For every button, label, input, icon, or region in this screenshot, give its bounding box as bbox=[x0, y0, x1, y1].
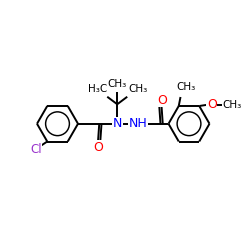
Text: N: N bbox=[112, 117, 122, 130]
Text: O: O bbox=[93, 141, 103, 154]
Text: Cl: Cl bbox=[30, 142, 42, 156]
Text: CH₃: CH₃ bbox=[176, 82, 195, 92]
Text: CH₃: CH₃ bbox=[222, 100, 242, 110]
Text: O: O bbox=[157, 94, 167, 107]
Text: O: O bbox=[207, 98, 217, 111]
Text: NH: NH bbox=[128, 117, 147, 130]
Text: CH₃: CH₃ bbox=[128, 84, 148, 94]
Text: CH₃: CH₃ bbox=[108, 79, 127, 89]
Text: H₃C: H₃C bbox=[88, 84, 107, 94]
